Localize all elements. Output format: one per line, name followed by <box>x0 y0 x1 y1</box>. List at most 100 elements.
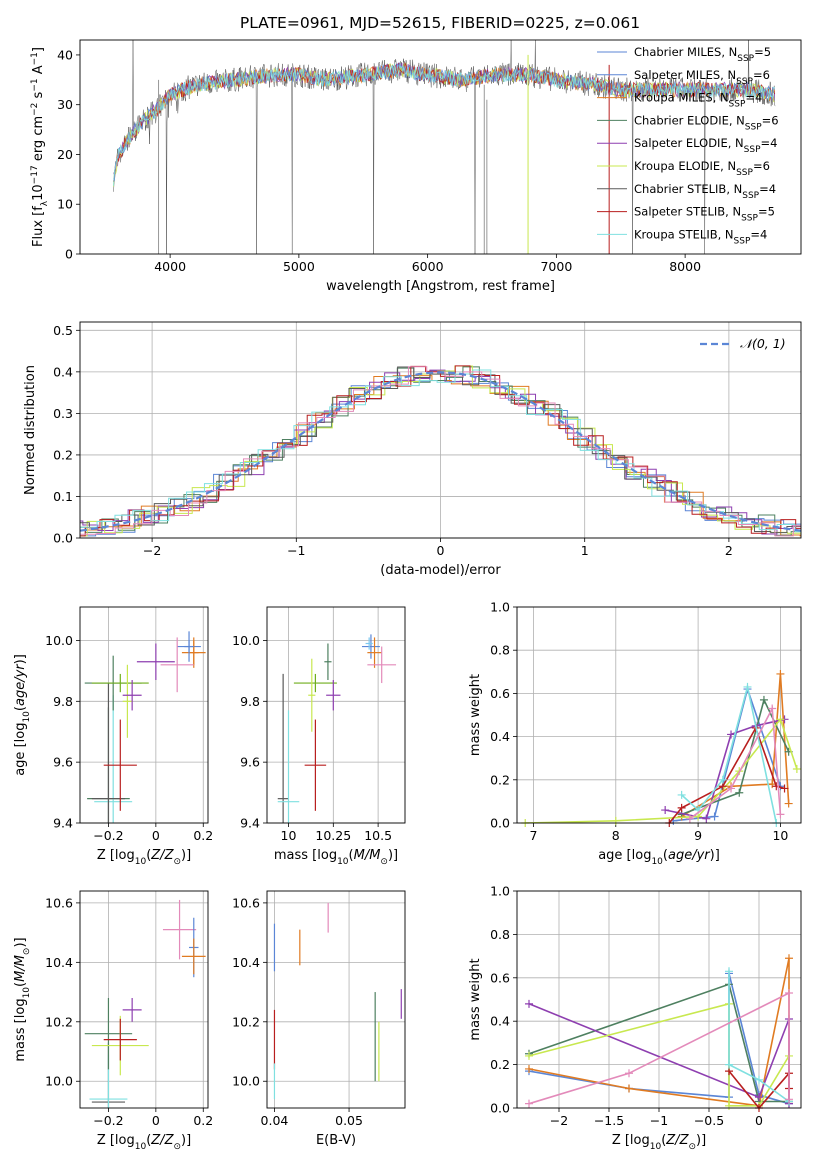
x-tick-label: −0.2 <box>93 1113 123 1128</box>
x-tick-label: 2 <box>725 543 733 558</box>
y-tick-label: 10.0 <box>45 1074 73 1089</box>
x-axis-label-part: )] <box>388 848 398 863</box>
mass-weight-marker <box>776 810 785 819</box>
x-axis-label-part: E(B-V) <box>316 1133 356 1148</box>
y-tick-label: 10.0 <box>232 1074 260 1089</box>
y-axis-label-part: ] <box>31 47 46 52</box>
legend-label-n: =6 <box>762 113 779 127</box>
y-axis-label-part: ( <box>13 982 28 987</box>
mass-weight-marker <box>625 1084 633 1093</box>
mass-weight-marker <box>785 988 793 997</box>
mass-weight-marker <box>785 1095 793 1104</box>
mass-weight-marker <box>718 775 727 784</box>
legend-label-name: Chabrier ELODIE, N <box>634 113 745 127</box>
mass-weight-marker <box>785 954 793 963</box>
legend-label-name: Kroupa ELODIE, N <box>634 159 736 173</box>
y-axis-label: mass weight <box>468 674 483 756</box>
y-axis-label-part: ⊙ <box>22 948 32 956</box>
x-axis-label-part: )] <box>710 848 720 863</box>
normal-curve <box>80 371 801 532</box>
x-tick-label: 9 <box>694 828 702 843</box>
y-axis-label-part: )] <box>13 654 28 664</box>
y-axis-label-part: 10 <box>22 711 32 723</box>
y-tick-label: 0.2 <box>490 772 510 787</box>
x-axis-label-part: ( <box>146 848 151 863</box>
x-tick-label: −1 <box>650 1113 668 1128</box>
x-tick-label: 10.5 <box>364 828 392 843</box>
x-tick-label: −0.5 <box>694 1113 724 1128</box>
y-axis-label-part: mass [log <box>13 998 28 1061</box>
mass-weight-marker <box>702 814 711 823</box>
y-axis-label: age [log10(age/yr)] <box>13 654 32 776</box>
panel-age_vs_Z: −0.2 0 0.29.49.69.810.0Z [log10(Z/Z⊙)]age … <box>13 606 213 867</box>
spectrum-model-line <box>113 63 775 186</box>
y-tick-label: 0.2 <box>53 447 73 462</box>
mass-weight-line <box>528 983 789 1103</box>
y-axis-label-part: erg cm <box>31 116 46 165</box>
figure-title: PLATE=0961, MJD=52615, FIBERID=0225, z=0… <box>240 14 640 32</box>
x-tick-label: 6000 <box>412 259 444 274</box>
y-tick-label: 10.6 <box>232 895 260 910</box>
mass-weight-line <box>525 717 798 823</box>
legend-label-sub: SSP <box>745 122 762 132</box>
legend-label-name: Chabrier MILES, N <box>634 45 737 59</box>
mass-weight-line <box>728 971 790 1103</box>
y-axis-label-part: 10 <box>31 184 46 201</box>
x-axis-label-part: Z/Z <box>150 848 174 863</box>
mass-weight-marker <box>710 812 719 821</box>
mass-weight-line <box>528 991 790 1105</box>
x-axis-label-part: 10 <box>135 1142 147 1152</box>
y-axis-label: Normed distribution <box>23 365 38 495</box>
legend-label-sub: SSP <box>729 100 746 110</box>
y-tick-label: 9.6 <box>240 755 260 770</box>
y-tick-label: 9.4 <box>53 816 73 831</box>
x-tick-label: 0.04 <box>261 1113 289 1128</box>
mass-weight-marker <box>661 806 670 815</box>
axes-frame <box>266 890 406 1109</box>
y-axis-label-part: )] <box>13 937 28 947</box>
y-tick-label: 0.0 <box>490 816 510 831</box>
legend-label-sub: SSP <box>744 145 761 155</box>
y-axis-label-part: −17 <box>30 165 40 184</box>
x-tick-label: 4000 <box>154 259 186 274</box>
panel-mass_vs_Z: −0.2 0 0.210.010.210.410.6Z [log10(Z/Z⊙)]m… <box>13 890 213 1152</box>
legend-label-sub: SSP <box>737 54 754 64</box>
y-tick-label: 9.8 <box>53 694 73 709</box>
axes-frame <box>79 39 802 255</box>
legend-label-sub: SSP <box>741 214 758 224</box>
y-tick-label: 40 <box>57 47 73 62</box>
mass-weight-marker <box>768 704 777 713</box>
x-axis-label-part: (data-model)/error <box>380 563 501 578</box>
legend-label: Kroupa ELODIE, NSSP=6 <box>634 159 770 178</box>
y-tick-label: 10.0 <box>45 633 73 648</box>
legend-label-n: =6 <box>753 159 770 173</box>
x-axis-label-part: Z [log <box>97 848 135 863</box>
legend-label-name: Salpeter MILES, N <box>634 68 736 82</box>
y-axis-label: mass [log10(M/M⊙)] <box>13 937 32 1061</box>
mass-weight-marker <box>677 790 686 799</box>
panel-spectrum: 4000 5000 6000 7000 8000 0 10 20 30 40 wavelength … <box>30 39 802 294</box>
x-axis-label-part: Z/Z <box>150 1133 174 1148</box>
y-axis-label-part: A <box>31 65 46 78</box>
y-axis-label-part: M/M <box>13 955 28 982</box>
y-tick-label: 0.8 <box>490 643 510 658</box>
axes-frame <box>79 890 209 1109</box>
x-axis-label-part: ( <box>349 848 354 863</box>
mass-weight-marker <box>759 695 768 704</box>
x-axis-label-part: 10 <box>135 857 147 867</box>
y-tick-label: 0.5 <box>53 323 73 338</box>
mass-weight-marker <box>525 1064 533 1073</box>
legend-label-n: =6 <box>753 68 770 82</box>
legend-label-n: =5 <box>758 205 775 219</box>
mass-weight-line <box>668 726 785 823</box>
residual-histogram <box>80 369 801 533</box>
x-axis-label: mass [log10(M/M⊙)] <box>274 848 398 867</box>
mass-weight-marker <box>725 967 733 976</box>
x-tick-label: 5000 <box>283 259 315 274</box>
legend-label: Kroupa STELIB, NSSP=4 <box>634 227 767 246</box>
mass-weight-marker <box>727 730 736 739</box>
x-tick-label: 0 <box>152 1113 160 1128</box>
x-tick-label: 1 <box>581 543 589 558</box>
x-tick-label: −0.2 <box>93 828 123 843</box>
x-tick-label: −2 <box>143 543 161 558</box>
